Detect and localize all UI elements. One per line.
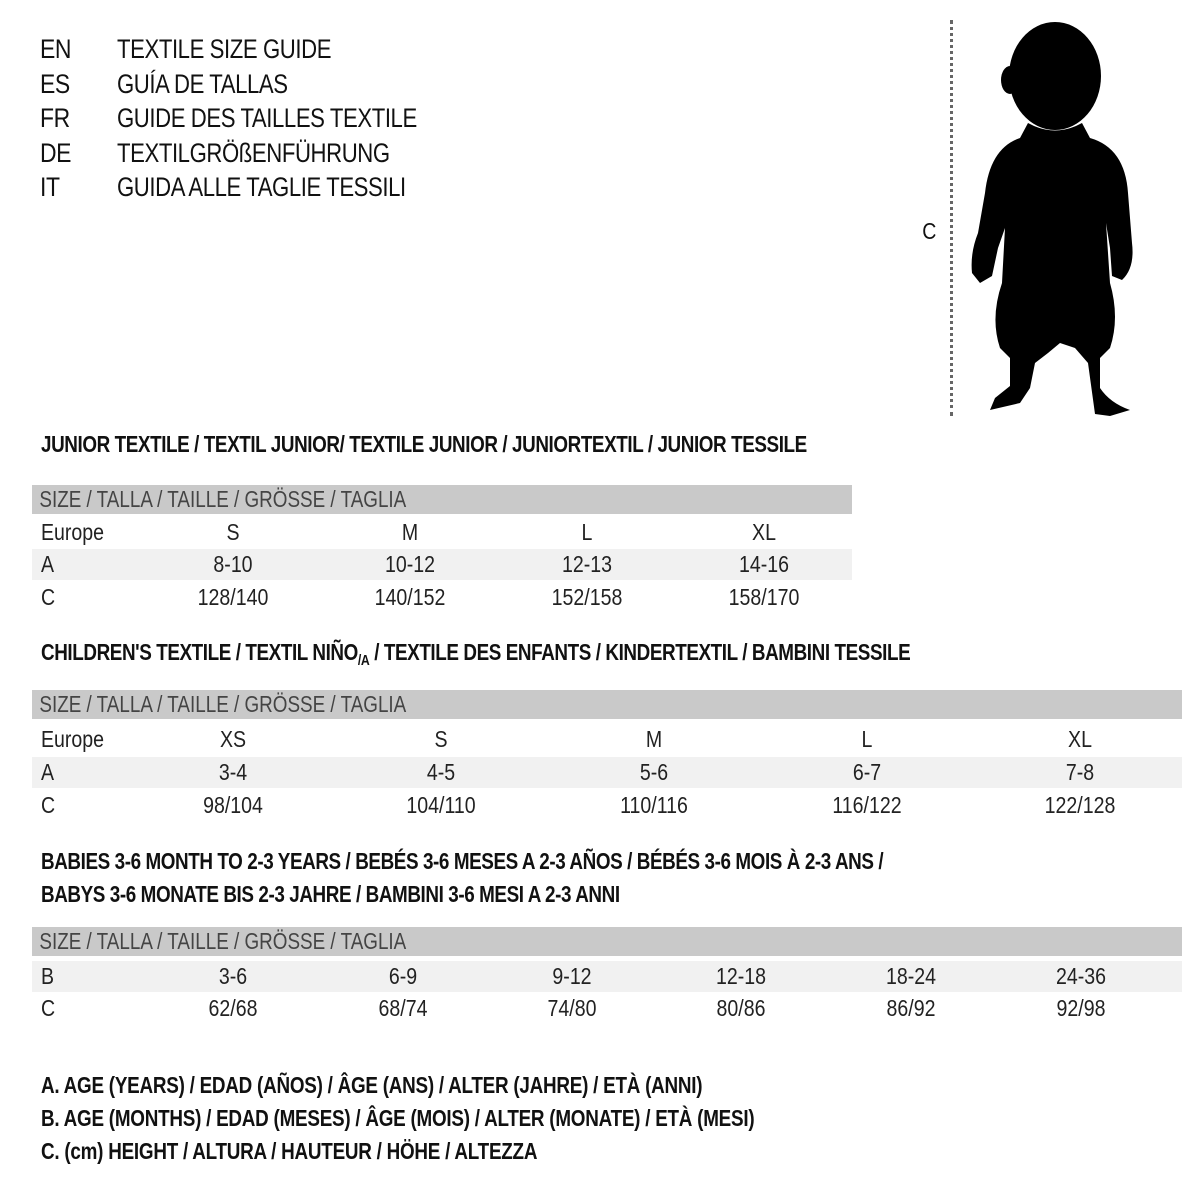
table-cell: 74/80 [547, 995, 597, 1021]
row-label: Europe [41, 726, 105, 752]
size-header-label: SIZE / TALLA / TAILLE / GRÖSSE / TAGLIA [39, 486, 407, 512]
measure-label: C [922, 218, 937, 244]
table-cell: 92/98 [1056, 995, 1106, 1021]
table-cell: 12-13 [561, 551, 613, 577]
language-title: GUIDE DES TAILLES TEXTILE [117, 103, 483, 134]
table-cell: 24-36 [1055, 963, 1107, 989]
table-cell: 6-7 [852, 759, 882, 785]
babies-title-line2: BABYS 3-6 MONATE BIS 2-3 JAHRE / BAMBINI… [41, 881, 747, 908]
children-title-rest: / TEXTILE DES ENFANTS / KINDERTEXTIL / B… [369, 639, 911, 665]
table-row: C 98/104 104/110 110/116 116/122 122/128 [32, 790, 1182, 821]
legend-item: C. (cm) HEIGHT / ALTURA / HAUTEUR / HÖHE… [41, 1138, 646, 1165]
table-cell: 14-16 [738, 551, 790, 577]
table-cell: 3-6 [218, 963, 248, 989]
table-cell: S [226, 519, 240, 545]
language-title-text: GUÍA DE TALLAS [117, 68, 288, 99]
size-header-row: SIZE / TALLA / TAILLE / GRÖSSE / TAGLIA [32, 485, 852, 514]
table-cell: L [861, 726, 873, 752]
language-code: EN [40, 34, 72, 64]
size-header-row: SIZE / TALLA / TAILLE / GRÖSSE / TAGLIA [32, 927, 1182, 956]
row-label: B [41, 963, 55, 989]
babies-title-line1: BABIES 3-6 MONTH TO 2-3 YEARS / BEBÉS 3-… [41, 848, 1068, 875]
language-title: TEXTILE SIZE GUIDE [117, 34, 378, 65]
language-title-text: TEXTILE SIZE GUIDE [117, 34, 332, 64]
junior-title-text: JUNIOR TEXTILE / TEXTIL JUNIOR/ TEXTILE … [41, 431, 807, 457]
row-label: C [41, 792, 56, 818]
table-row: Europe XS S M L XL [32, 724, 1182, 755]
row-label: C [41, 584, 56, 610]
table-cell: L [581, 519, 593, 545]
children-title-sub: /A [357, 652, 370, 669]
table-row: C 62/68 68/74 74/80 80/86 86/92 92/98 [32, 993, 1182, 1024]
child-silhouette-icon [971, 22, 1133, 416]
row-label: Europe [41, 519, 105, 545]
table-cell: 122/128 [1044, 792, 1116, 818]
table-cell: 98/104 [203, 792, 263, 818]
babies-title-line1-text: BABIES 3-6 MONTH TO 2-3 YEARS / BEBÉS 3-… [41, 848, 884, 874]
size-header-label: SIZE / TALLA / TAILLE / GRÖSSE / TAGLIA [39, 691, 407, 717]
children-title-text: CHILDREN'S TEXTILE / TEXTIL NIÑO/A / TEX… [41, 639, 911, 669]
legend-item: B. AGE (MONTHS) / EDAD (MESES) / ÂGE (MO… [41, 1105, 911, 1132]
table-cell: 110/116 [620, 792, 688, 818]
table-row: B 3-6 6-9 9-12 12-18 18-24 24-36 [32, 961, 1182, 992]
size-header-row: SIZE / TALLA / TAILLE / GRÖSSE / TAGLIA [32, 690, 1182, 719]
table-row: Europe S M L XL [32, 517, 852, 548]
table-row: A 3-4 4-5 5-6 6-7 7-8 [32, 757, 1182, 788]
table-cell: 3-4 [218, 759, 248, 785]
table-cell: 140/152 [374, 584, 446, 610]
language-code: DE [40, 137, 72, 168]
table-cell: 18-24 [885, 963, 937, 989]
table-cell: XL [752, 519, 776, 545]
junior-title: JUNIOR TEXTILE / TEXTIL JUNIOR/ TEXTILE … [41, 431, 975, 458]
size-header-label: SIZE / TALLA / TAILLE / GRÖSSE / TAGLIA [39, 928, 407, 954]
children-title: CHILDREN'S TEXTILE / TEXTIL NIÑO/A / TEX… [41, 639, 1101, 669]
table-row: C 128/140 140/152 152/158 158/170 [32, 582, 852, 613]
table-cell: 152/158 [551, 584, 623, 610]
table-cell: XS [219, 726, 247, 752]
language-title-text: GUIDA ALLE TAGLIE TESSILI [117, 172, 406, 202]
row-label: C [41, 995, 56, 1021]
row-label: A [41, 551, 55, 577]
table-cell: 80/86 [716, 995, 766, 1021]
legend-text: C. (cm) HEIGHT / ALTURA / HAUTEUR / HÖHE… [41, 1138, 538, 1164]
legend-text: B. AGE (MONTHS) / EDAD (MESES) / ÂGE (MO… [41, 1105, 755, 1131]
table-cell: S [434, 726, 448, 752]
table-cell: 4-5 [426, 759, 456, 785]
measure-line [950, 20, 953, 416]
language-code: FR [40, 103, 70, 133]
language-title: GUÍA DE TALLAS [117, 69, 325, 100]
table-cell: 68/74 [378, 995, 428, 1021]
table-cell: 12-18 [715, 963, 767, 989]
table-cell: 86/92 [886, 995, 936, 1021]
table-cell: 6-9 [388, 963, 418, 989]
language-title-text: TEXTILGRÖßENFÜHRUNG [117, 137, 390, 168]
language-title-text: GUIDE DES TAILLES TEXTILE [117, 103, 417, 133]
table-cell: 7-8 [1065, 759, 1095, 785]
table-cell: 128/140 [197, 584, 269, 610]
table-cell: M [401, 519, 419, 545]
children-title-part: CHILDREN'S TEXTILE / TEXTIL NIÑO [41, 639, 358, 665]
table-cell: 104/110 [406, 792, 476, 818]
legend-text: A. AGE (YEARS) / EDAD (AÑOS) / ÂGE (ANS)… [41, 1072, 703, 1098]
table-row: A 8-10 10-12 12-13 14-16 [32, 549, 852, 580]
table-cell: 116/122 [832, 792, 902, 818]
row-label: A [41, 759, 55, 785]
table-cell: 9-12 [552, 963, 592, 989]
table-cell: 8-10 [213, 551, 253, 577]
babies-title-line2-text: BABYS 3-6 MONATE BIS 2-3 JAHRE / BAMBINI… [41, 881, 620, 907]
language-code: IT [40, 172, 60, 202]
table-cell: 10-12 [384, 551, 436, 577]
language-title: TEXTILGRÖßENFÜHRUNG [117, 138, 450, 169]
table-cell: 158/170 [728, 584, 800, 610]
language-title: GUIDA ALLE TAGLIE TESSILI [117, 172, 469, 203]
table-cell: 5-6 [639, 759, 669, 785]
legend-item: A. AGE (YEARS) / EDAD (AÑOS) / ÂGE (ANS)… [41, 1072, 847, 1099]
table-cell: XL [1068, 726, 1092, 752]
table-cell: 62/68 [208, 995, 258, 1021]
table-cell: M [645, 726, 663, 752]
language-code: ES [40, 68, 70, 99]
